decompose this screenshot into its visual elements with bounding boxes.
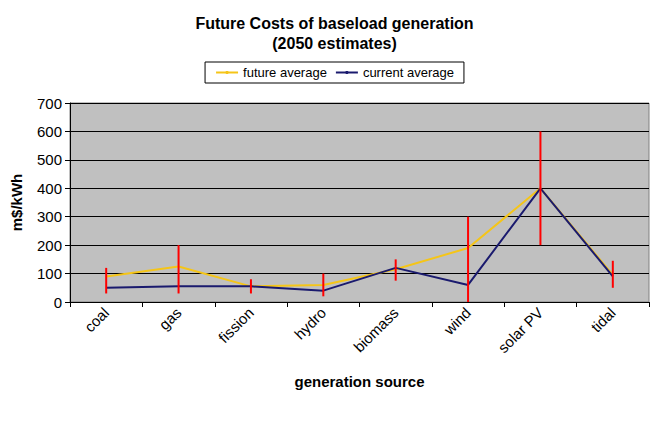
svg-text:tidal: tidal xyxy=(587,304,618,335)
svg-text:future average: future average xyxy=(243,65,327,80)
svg-text:Future Costs of baseload gener: Future Costs of baseload generation xyxy=(195,15,473,32)
svg-text:coal: coal xyxy=(81,304,112,335)
svg-text:gas: gas xyxy=(155,304,184,333)
svg-text:100: 100 xyxy=(37,265,62,282)
svg-text:generation source: generation source xyxy=(294,373,424,390)
svg-text:m$/kWh: m$/kWh xyxy=(8,174,25,232)
svg-text:current average: current average xyxy=(363,65,454,80)
svg-text:(2050 estimates): (2050 estimates) xyxy=(272,35,397,52)
svg-text:0: 0 xyxy=(54,294,62,311)
svg-text:700: 700 xyxy=(37,95,62,112)
svg-text:300: 300 xyxy=(37,208,62,225)
svg-text:200: 200 xyxy=(37,237,62,254)
svg-text:fission: fission xyxy=(215,304,257,346)
svg-text:wind: wind xyxy=(440,304,475,339)
svg-text:solar PV: solar PV xyxy=(494,304,546,356)
svg-text:500: 500 xyxy=(37,151,62,168)
svg-text:hydro: hydro xyxy=(291,304,330,343)
svg-text:600: 600 xyxy=(37,123,62,140)
svg-text:biomass: biomass xyxy=(350,304,401,355)
svg-text:400: 400 xyxy=(37,180,62,197)
